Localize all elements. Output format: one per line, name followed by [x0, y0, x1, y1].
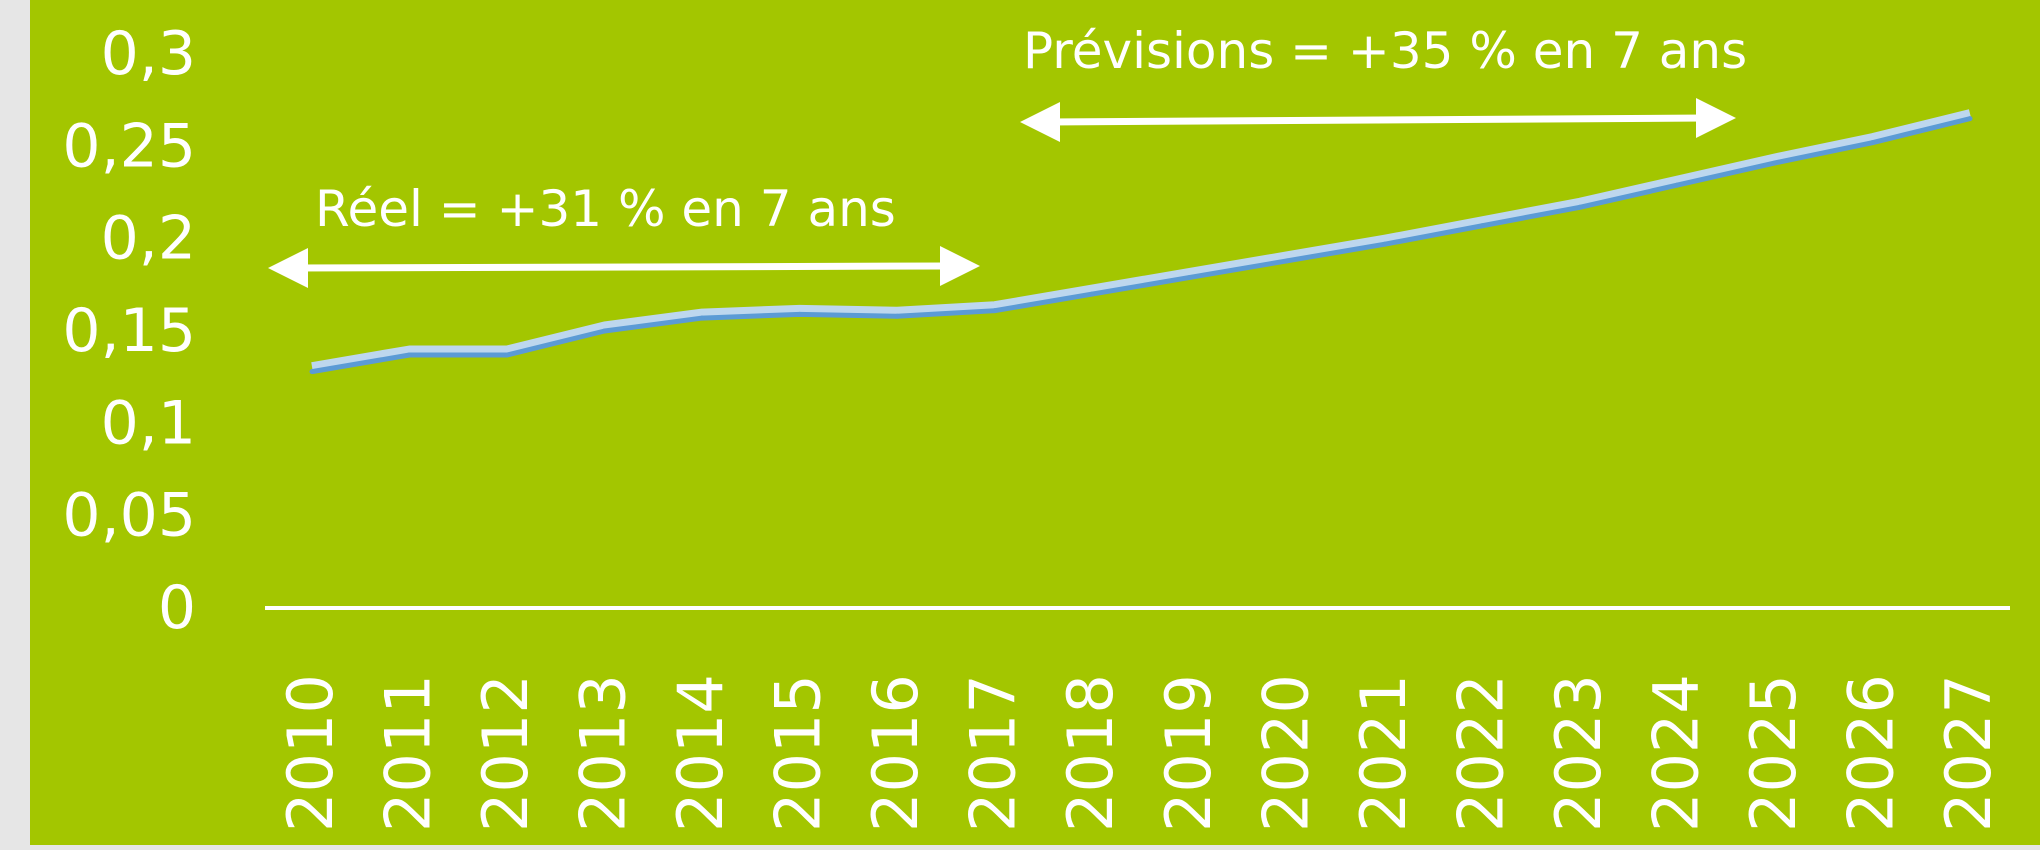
y-tick-label: 0,2: [101, 204, 196, 274]
y-tick-label: 0,05: [62, 481, 196, 551]
x-tick-label: 2021: [1347, 674, 1420, 832]
data-point: [1382, 241, 1388, 247]
x-tick-label: 2022: [1444, 674, 1517, 832]
x-tick-label: 2013: [567, 674, 640, 832]
y-tick-label: 0: [158, 573, 196, 643]
data-point: [602, 328, 608, 334]
x-tick-label: 2016: [859, 674, 932, 832]
series-line: [311, 116, 1971, 375]
forecast-arrow: [1020, 98, 1736, 142]
x-tick-label: 2018: [1054, 674, 1127, 832]
x-tick-label: 2026: [1834, 674, 1907, 832]
data-point: [894, 313, 900, 319]
data-point: [1479, 223, 1485, 229]
data-point: [1187, 274, 1193, 280]
y-tick-label: 0,1: [101, 388, 196, 458]
data-point: [992, 308, 998, 314]
data-point: [309, 369, 315, 375]
x-tick-label: 2019: [1152, 674, 1225, 832]
y-tick-label: 0,15: [62, 296, 196, 366]
data-point: [1869, 140, 1875, 146]
x-tick-label: 2010: [274, 674, 347, 832]
y-tick-label: 0,25: [62, 111, 196, 181]
x-tick-label: 2020: [1249, 674, 1322, 832]
x-tick-label: 2015: [762, 674, 835, 832]
forecast-annotation: Prévisions = +35 % en 7 ans: [1023, 22, 1747, 80]
x-tick-label: 2024: [1639, 674, 1712, 832]
x-tick-label: 2014: [664, 674, 737, 832]
data-point: [1089, 291, 1095, 297]
x-tick-label: 2023: [1542, 674, 1615, 832]
x-axis-ticks: 2010 2011 2012 2013 2014 2015 2016 2017 2018 2019…: [274, 674, 2005, 832]
x-tick-label: 2027: [1932, 674, 2005, 832]
series-line-highlight: [311, 109, 1972, 372]
chart-background: [30, 0, 2040, 845]
x-tick-label: 2012: [469, 674, 542, 832]
actual-annotation: Réel = +31 % en 7 ans: [315, 180, 896, 238]
data-point: [504, 352, 510, 358]
data-point: [1674, 182, 1680, 188]
x-tick-label: 2025: [1737, 674, 1810, 832]
data-point: [1577, 204, 1583, 210]
series-group: [309, 109, 1973, 375]
drop-lines: [310, 118, 1972, 608]
data-point: [1284, 258, 1290, 264]
y-tick-label: 0,3: [101, 19, 196, 89]
data-point: [699, 315, 705, 321]
data-point: [407, 352, 413, 358]
x-tick-label: 2011: [372, 674, 445, 832]
data-point: [797, 311, 803, 317]
data-point: [1772, 160, 1778, 166]
data-point: [1967, 116, 1973, 122]
y-axis-ticks: 0 0,05 0,1 0,15 0,2 0,25 0,3: [62, 19, 196, 643]
x-tick-label: 2017: [957, 674, 1030, 832]
actual-arrow: [268, 246, 980, 288]
